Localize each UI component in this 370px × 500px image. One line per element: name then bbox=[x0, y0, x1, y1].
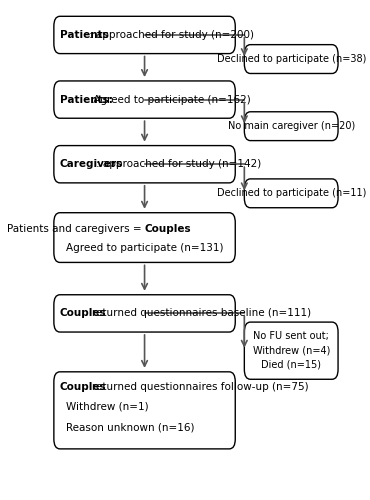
FancyBboxPatch shape bbox=[54, 212, 235, 262]
FancyBboxPatch shape bbox=[54, 294, 235, 332]
Text: : approached for study (n=142): : approached for study (n=142) bbox=[95, 159, 261, 169]
Text: No main caregiver (n=20): No main caregiver (n=20) bbox=[228, 121, 355, 131]
Text: Withdrew (n=4): Withdrew (n=4) bbox=[252, 346, 330, 356]
Text: Withdrew (n=1): Withdrew (n=1) bbox=[66, 402, 149, 411]
FancyBboxPatch shape bbox=[54, 81, 235, 118]
Text: Couples: Couples bbox=[145, 224, 191, 234]
Text: Agreed to participate (n=131): Agreed to participate (n=131) bbox=[66, 242, 223, 252]
Text: Caregivers: Caregivers bbox=[60, 159, 123, 169]
Text: Reason unknown (n=16): Reason unknown (n=16) bbox=[66, 422, 195, 432]
Text: : approached for study (n=200): : approached for study (n=200) bbox=[89, 30, 253, 40]
FancyBboxPatch shape bbox=[54, 146, 235, 183]
FancyBboxPatch shape bbox=[244, 44, 338, 74]
Text: Patients and caregivers =: Patients and caregivers = bbox=[7, 224, 145, 234]
Text: Declined to participate (n=38): Declined to participate (n=38) bbox=[216, 54, 366, 64]
Text: Agreed to participate (n=162): Agreed to participate (n=162) bbox=[90, 94, 250, 104]
FancyBboxPatch shape bbox=[54, 372, 235, 449]
Text: : returned questionnaires baseline (n=111): : returned questionnaires baseline (n=11… bbox=[85, 308, 311, 318]
Text: Patients:: Patients: bbox=[60, 94, 113, 104]
FancyBboxPatch shape bbox=[244, 112, 338, 140]
FancyBboxPatch shape bbox=[54, 16, 235, 54]
Text: : returned questionnaires follow-up (n=75): : returned questionnaires follow-up (n=7… bbox=[85, 382, 308, 392]
FancyBboxPatch shape bbox=[244, 322, 338, 380]
Text: No FU sent out;: No FU sent out; bbox=[253, 332, 329, 342]
FancyBboxPatch shape bbox=[244, 179, 338, 208]
Text: Died (n=15): Died (n=15) bbox=[261, 360, 321, 370]
Text: Couples: Couples bbox=[60, 308, 107, 318]
Text: Declined to participate (n=11): Declined to participate (n=11) bbox=[216, 188, 366, 198]
Text: Couples: Couples bbox=[60, 382, 107, 392]
Text: Patients: Patients bbox=[60, 30, 109, 40]
